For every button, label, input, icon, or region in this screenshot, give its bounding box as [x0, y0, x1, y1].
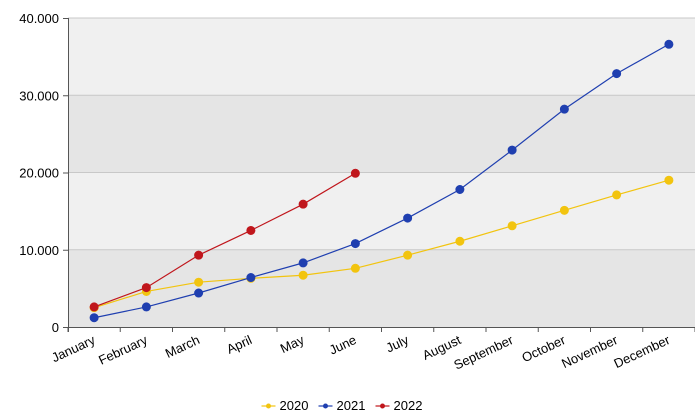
y-tick-label: 30.000 [19, 88, 59, 103]
x-tick-label: December [611, 332, 672, 371]
data-point [455, 184, 465, 194]
plot-background [68, 18, 695, 327]
data-point [350, 239, 360, 249]
x-tick-label: March [163, 332, 202, 361]
legend-item-2022: 2022 [375, 398, 423, 413]
x-tick-label: July [384, 332, 412, 356]
legend-label: 2021 [337, 398, 366, 413]
data-point [403, 213, 413, 223]
data-point [298, 270, 308, 280]
plot-band [68, 249, 695, 327]
data-point [664, 39, 674, 49]
x-tick-label: June [327, 332, 359, 358]
data-point [298, 199, 308, 209]
data-point [89, 302, 99, 312]
series-line-2022 [93, 172, 356, 308]
legend-marker [266, 403, 271, 409]
data-point [455, 236, 465, 246]
x-tick-label: May [278, 332, 307, 356]
data-point [194, 250, 204, 260]
data-point [664, 175, 674, 185]
x-tick-label: January [49, 332, 98, 365]
data-point [141, 302, 151, 312]
data-point [246, 225, 256, 235]
data-point [246, 273, 256, 283]
series-2020 [89, 175, 674, 313]
data-point [350, 168, 360, 178]
legend-item-2020: 2020 [261, 398, 309, 413]
data-point [612, 190, 622, 200]
data-point [89, 313, 99, 323]
legend-label: 2020 [280, 398, 309, 413]
series-line-2020 [93, 179, 670, 309]
y-tick-label: 10.000 [19, 243, 59, 258]
series-line-2021 [94, 43, 670, 319]
data-point [141, 283, 151, 293]
series-2022 [89, 168, 360, 312]
data-point [194, 288, 204, 298]
series-2021 [89, 39, 674, 323]
legend: 2020 2021 2022 [261, 398, 423, 413]
data-point [559, 205, 569, 215]
data-point [507, 145, 517, 155]
data-point [559, 104, 569, 114]
legend-marker [323, 403, 328, 409]
data-point [194, 277, 204, 287]
data-point [403, 250, 413, 260]
y-axis-ticks: 0 10.000 20.000 30.000 40.000 [19, 11, 68, 335]
y-tick-label: 40.000 [19, 11, 59, 26]
legend-label: 2022 [394, 398, 423, 413]
y-tick-label: 0 [52, 320, 59, 335]
legend-marker [380, 403, 385, 409]
x-tick-label: September [451, 332, 516, 373]
x-tick-label: February [96, 332, 150, 368]
plot-band [68, 95, 695, 173]
data-point [507, 221, 517, 231]
legend-item-2021: 2021 [318, 398, 366, 413]
x-tick-label: November [559, 332, 620, 371]
plot-band [68, 18, 695, 96]
data-point [350, 263, 360, 273]
plot-band [68, 172, 695, 250]
axes [63, 18, 695, 332]
x-tick-label: April [224, 332, 254, 357]
gridlines [68, 17, 695, 251]
series-layer [89, 39, 674, 323]
data-point [298, 258, 308, 268]
data-point [612, 69, 622, 79]
y-tick-label: 20.000 [19, 166, 59, 181]
